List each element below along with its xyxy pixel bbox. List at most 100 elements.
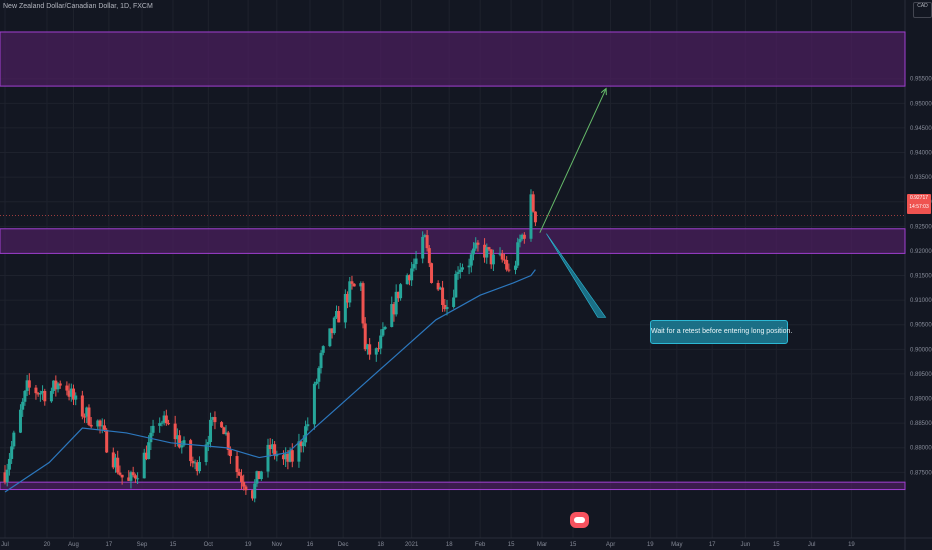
price-tick-label: 0.88000 <box>910 446 932 452</box>
candle-body <box>361 283 365 324</box>
candle-body <box>253 483 257 499</box>
price-tick-label: 0.89500 <box>910 372 932 378</box>
candle-body <box>467 265 471 268</box>
candle-body <box>306 424 310 427</box>
price-tick-label: 0.91000 <box>910 298 932 304</box>
candle-body <box>270 444 274 449</box>
candle-body <box>299 441 303 447</box>
candle-body <box>414 258 418 265</box>
candle-body <box>228 450 232 457</box>
tradingview-logo-icon <box>570 512 589 528</box>
retest-zone <box>0 228 906 254</box>
candle-body <box>392 304 396 315</box>
candle-body <box>69 388 73 397</box>
candle-body <box>41 390 45 394</box>
candle-body <box>297 441 301 462</box>
candle-body <box>474 242 478 249</box>
time-tick-label: May <box>671 542 682 548</box>
candle-body <box>332 317 336 334</box>
candle-body <box>197 462 201 472</box>
candle-body <box>162 415 166 423</box>
candle-body <box>350 281 354 284</box>
symbol-title: New Zealand Dollar/Canadian Dollar, 1D, … <box>3 3 153 10</box>
candle-body <box>151 425 155 433</box>
time-tick-label: 15 <box>170 542 177 548</box>
candle-body <box>251 490 255 499</box>
supply-zone-top <box>0 31 906 87</box>
candle-body <box>175 435 179 440</box>
time-tick-label: Jun <box>741 542 751 548</box>
candle-body <box>72 388 76 400</box>
price-tick-label: 0.91500 <box>910 274 932 280</box>
candle-body <box>396 291 400 299</box>
candle-body <box>116 457 120 473</box>
candle-body <box>399 284 403 299</box>
time-axis[interactable]: Jul 20 Aug 17 Sep 15 Oct 19 Nov 16 Dec 18 2021 18 Feb 1… <box>1 542 855 548</box>
candle-body <box>52 380 56 391</box>
candle-body <box>226 432 230 451</box>
candle-body <box>476 242 480 245</box>
candle-body <box>38 393 42 395</box>
candle-body <box>87 407 91 425</box>
candle-body <box>131 472 135 476</box>
candle-body <box>10 446 14 459</box>
candle-body <box>514 265 518 270</box>
candle-body <box>319 352 323 369</box>
price-tick-label: 0.95500 <box>910 77 932 83</box>
candle-body <box>273 444 277 456</box>
candle-body <box>102 425 106 430</box>
candle-body <box>255 471 259 484</box>
candle-body <box>118 472 122 475</box>
candle-body <box>178 435 182 448</box>
time-tick-label: Sep <box>137 542 148 548</box>
candle-body <box>259 471 263 480</box>
candle-body <box>206 442 210 445</box>
candle-body <box>441 287 445 306</box>
candle-body <box>204 444 208 463</box>
candle-body <box>436 282 440 290</box>
candle-body <box>209 419 213 443</box>
candle-body <box>430 263 434 283</box>
candle-body <box>220 422 224 428</box>
candle-body <box>363 323 367 350</box>
bar-countdown: 14:57:03 <box>909 204 929 210</box>
price-tick-label: 0.95000 <box>910 101 932 107</box>
price-tick-label: 0.88500 <box>910 421 932 427</box>
candle-body <box>235 456 239 472</box>
candle-body <box>80 395 84 417</box>
candle-body <box>421 236 425 259</box>
annotation-note[interactable]: Wait for a retest before entering long p… <box>650 320 792 344</box>
currency-label[interactable]: CAD <box>913 2 932 18</box>
candle-body <box>129 472 133 481</box>
candle-body <box>531 194 535 212</box>
candle-body <box>438 287 442 290</box>
time-tick-label: Oct <box>204 542 214 548</box>
price-tick-label: 0.92500 <box>910 224 932 230</box>
time-tick-label: Feb <box>475 542 486 548</box>
candle-body <box>301 442 305 447</box>
candle-body <box>149 432 153 443</box>
candle-body <box>211 417 215 420</box>
candle-body <box>348 281 352 303</box>
candle-body <box>456 272 460 274</box>
moving-average-layer <box>0 215 905 493</box>
candle-body <box>304 426 308 443</box>
price-tick-label: 0.87500 <box>910 470 932 476</box>
candle-body <box>158 423 162 426</box>
candle-body <box>454 273 458 298</box>
candle-body <box>133 475 137 479</box>
candle-body <box>213 417 217 423</box>
price-axis[interactable]: 0.87500 0.88000 0.88500 0.89000 0.89500 0.900… <box>910 77 932 477</box>
candle-body <box>142 452 146 479</box>
candle-body <box>383 326 387 329</box>
candle-body <box>312 383 316 425</box>
time-tick-label: Mar <box>537 542 547 548</box>
time-tick-label: 17 <box>709 542 716 548</box>
candle-body <box>12 432 16 447</box>
candle-body <box>105 429 109 453</box>
note-pointer <box>546 233 607 318</box>
candle-body <box>160 422 164 424</box>
candle-body <box>472 248 476 255</box>
